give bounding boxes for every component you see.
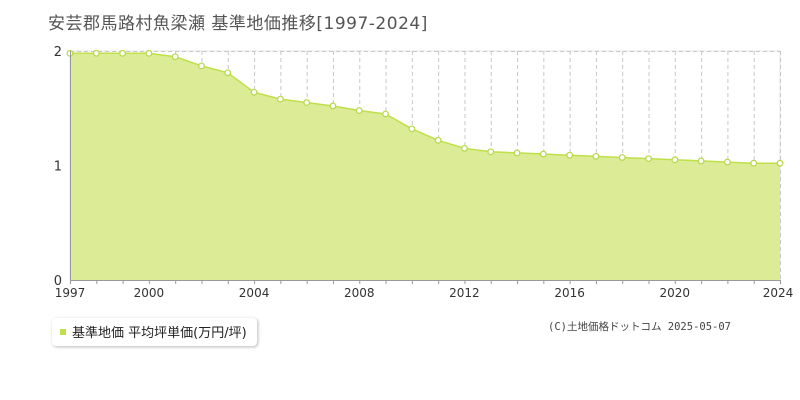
data-point <box>119 49 126 57</box>
x-tick-label: 2016 <box>554 286 585 300</box>
x-tick-label: 1997 <box>55 286 86 300</box>
data-point <box>382 110 389 118</box>
chart-legend: 基準地価 平均坪単価(万円/坪) <box>52 318 257 346</box>
data-point <box>566 151 574 159</box>
y-tick-label: 0 <box>54 274 62 289</box>
y-tick-label: 2 <box>54 45 62 60</box>
chart-title: 安芸郡馬路村魚梁瀬 基準地価推移[1997-2024] <box>48 14 428 34</box>
data-point <box>671 156 679 164</box>
data-point <box>697 157 705 165</box>
data-point <box>408 125 416 133</box>
series-area <box>70 53 780 280</box>
x-tick-label: 2024 <box>763 286 794 300</box>
x-tick-label: 2004 <box>239 286 270 300</box>
data-point <box>198 62 205 70</box>
data-point <box>276 95 284 103</box>
data-point <box>513 149 521 157</box>
x-tick-label: 2020 <box>660 286 691 300</box>
legend-label: 基準地価 平均坪単価(万円/坪) <box>72 326 247 341</box>
x-tick-label: 2008 <box>344 286 375 300</box>
data-point <box>250 88 258 96</box>
data-point <box>776 159 784 167</box>
data-point <box>303 99 311 106</box>
data-point <box>461 144 468 152</box>
data-point <box>750 159 758 167</box>
x-tick-label: 2000 <box>134 286 165 300</box>
data-point <box>92 49 100 57</box>
series-line <box>70 52 780 164</box>
data-point <box>618 154 626 161</box>
data-point <box>329 102 337 110</box>
data-point <box>434 136 442 144</box>
data-point <box>645 155 652 163</box>
data-point <box>224 69 232 77</box>
data-point <box>145 49 153 57</box>
y-tick-label: 1 <box>54 160 62 175</box>
data-point <box>539 150 547 158</box>
data-point <box>171 53 179 61</box>
data-point <box>487 148 495 156</box>
legend-swatch-icon <box>60 328 66 335</box>
data-point <box>355 107 363 114</box>
data-point <box>724 158 731 166</box>
credit-text: (C)土地価格ドットコム 2025-05-07 <box>548 321 732 333</box>
data-point <box>592 152 600 160</box>
x-tick-label: 2012 <box>449 286 480 300</box>
